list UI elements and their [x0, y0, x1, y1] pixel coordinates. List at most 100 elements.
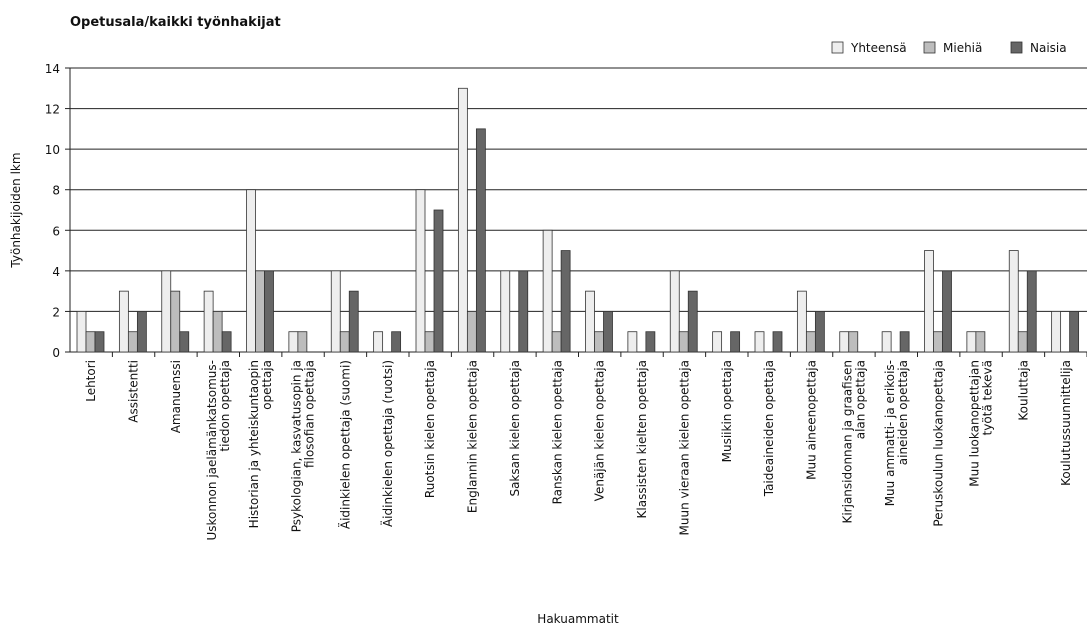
- bar: [1069, 311, 1080, 353]
- x-tick-label: Uskonnon jaelämänkatsomus-tiedon opettaj…: [205, 360, 232, 541]
- bar: [1026, 270, 1037, 353]
- x-tick-label: Muu ammatti- ja erikois-aineiden opettaj…: [883, 360, 910, 506]
- bar: [500, 270, 511, 353]
- bar: [373, 331, 384, 353]
- x-tick-label: Historian ja yhteiskuntaopinopettaja: [247, 360, 274, 528]
- bar: [288, 331, 299, 353]
- bar: [551, 331, 562, 353]
- bar: [881, 331, 892, 353]
- x-tick-label: Venäjän kielen opettaja: [593, 360, 607, 501]
- x-tick-label: Amanuenssi: [169, 360, 183, 433]
- bar: [1008, 250, 1019, 353]
- bar: [678, 331, 689, 353]
- legend-swatch: [923, 41, 936, 54]
- bar: [85, 331, 96, 353]
- y-axis-title: Työnhakijoiden lkm: [9, 152, 23, 268]
- x-tick-label: Taideaineiden opettaja: [762, 360, 776, 497]
- x-tick-label: Lehtori: [84, 360, 98, 402]
- x-tick-label: Kouluttaja: [1016, 360, 1030, 421]
- bar: [975, 331, 986, 353]
- bar: [212, 311, 223, 353]
- bar: [94, 331, 105, 353]
- bar: [839, 331, 850, 353]
- bar: [221, 331, 232, 353]
- bar: [1051, 311, 1062, 353]
- bar: [730, 331, 741, 353]
- bar: [136, 311, 147, 353]
- bar: [339, 331, 350, 353]
- bar: [966, 331, 977, 353]
- bar: [933, 331, 943, 353]
- bar: [687, 290, 698, 353]
- x-tick-label: Muun vieraan kielen opettaja: [677, 360, 691, 535]
- y-tick-label: 6: [52, 224, 60, 238]
- bar: [542, 229, 553, 353]
- bar: [669, 270, 680, 353]
- bar: [805, 331, 816, 353]
- bar: [772, 331, 783, 353]
- bar: [603, 311, 613, 353]
- bar: [942, 270, 952, 353]
- y-tick-label: 10: [45, 143, 60, 157]
- bar: [127, 331, 138, 353]
- x-tick-label: Muu luokanopettajantyötä tekevä: [968, 360, 995, 487]
- legend-label: Naisia: [1030, 41, 1067, 55]
- bar: [594, 331, 604, 353]
- x-tick-label: Psykologian, kasvatusopin jafilosofian o…: [290, 360, 317, 532]
- bar: [814, 311, 825, 353]
- x-tick-label: Koulutussuunnittelija: [1059, 360, 1073, 486]
- x-tick-label: Ranskan kielen opettaja: [550, 360, 564, 504]
- bar: [391, 331, 402, 353]
- x-tick-label: Klassisten kielten opettaja: [635, 360, 649, 518]
- x-tick-label: Saksan kielen opettaja: [508, 360, 522, 497]
- bar: [712, 331, 723, 353]
- x-tick-label: Englannin kielen opettaja: [466, 360, 480, 513]
- y-tick-label: 8: [52, 184, 60, 198]
- y-tick-label: 0: [52, 346, 60, 360]
- bar: [348, 290, 359, 353]
- x-tick-label: Peruskoulun luokanopettaja: [932, 360, 946, 527]
- bar: [76, 311, 87, 353]
- legend-label: Miehiä: [943, 41, 982, 55]
- bar: [627, 331, 638, 353]
- bar: [170, 290, 181, 353]
- bar: [297, 331, 308, 353]
- x-tick-label: Assistentti: [127, 360, 141, 423]
- bar: [585, 290, 595, 353]
- x-tick-label: Muu aineenopettaja: [805, 360, 819, 480]
- legend-label: Yhteensä: [850, 41, 907, 55]
- bar: [899, 331, 910, 353]
- bar: [1017, 331, 1028, 353]
- bar: [203, 290, 214, 353]
- x-axis-title: Hakuammatit: [537, 612, 619, 626]
- x-tick-label: Ruotsin kielen opettaja: [423, 360, 437, 498]
- bar: [255, 270, 265, 353]
- bar: [645, 331, 656, 353]
- bar: [424, 331, 435, 353]
- y-tick-label: 4: [52, 265, 60, 279]
- bar: [457, 87, 468, 353]
- bar: [475, 128, 486, 353]
- chart-title: Opetusala/kaikki työnhakijat: [70, 15, 281, 30]
- y-tick-label: 14: [45, 62, 60, 76]
- bar: [118, 290, 129, 353]
- bar: [560, 250, 571, 353]
- x-tick-label: Musiikin opettaja: [720, 360, 734, 462]
- bar: [246, 189, 256, 353]
- bar: [466, 311, 477, 353]
- legend-swatch: [831, 41, 844, 54]
- bar: [264, 270, 274, 353]
- bar: [848, 331, 859, 353]
- bar: [330, 270, 341, 353]
- bar: [433, 209, 444, 353]
- bar: [179, 331, 190, 353]
- bar: [796, 290, 807, 353]
- y-tick-label: 12: [45, 103, 60, 117]
- bar: [924, 250, 934, 353]
- legend-swatch: [1010, 41, 1023, 54]
- y-tick-label: 2: [52, 305, 60, 319]
- bar: [161, 270, 172, 353]
- x-tick-label: Äidinkielen opettaja (ruotsi): [380, 360, 395, 527]
- bar: [415, 189, 426, 353]
